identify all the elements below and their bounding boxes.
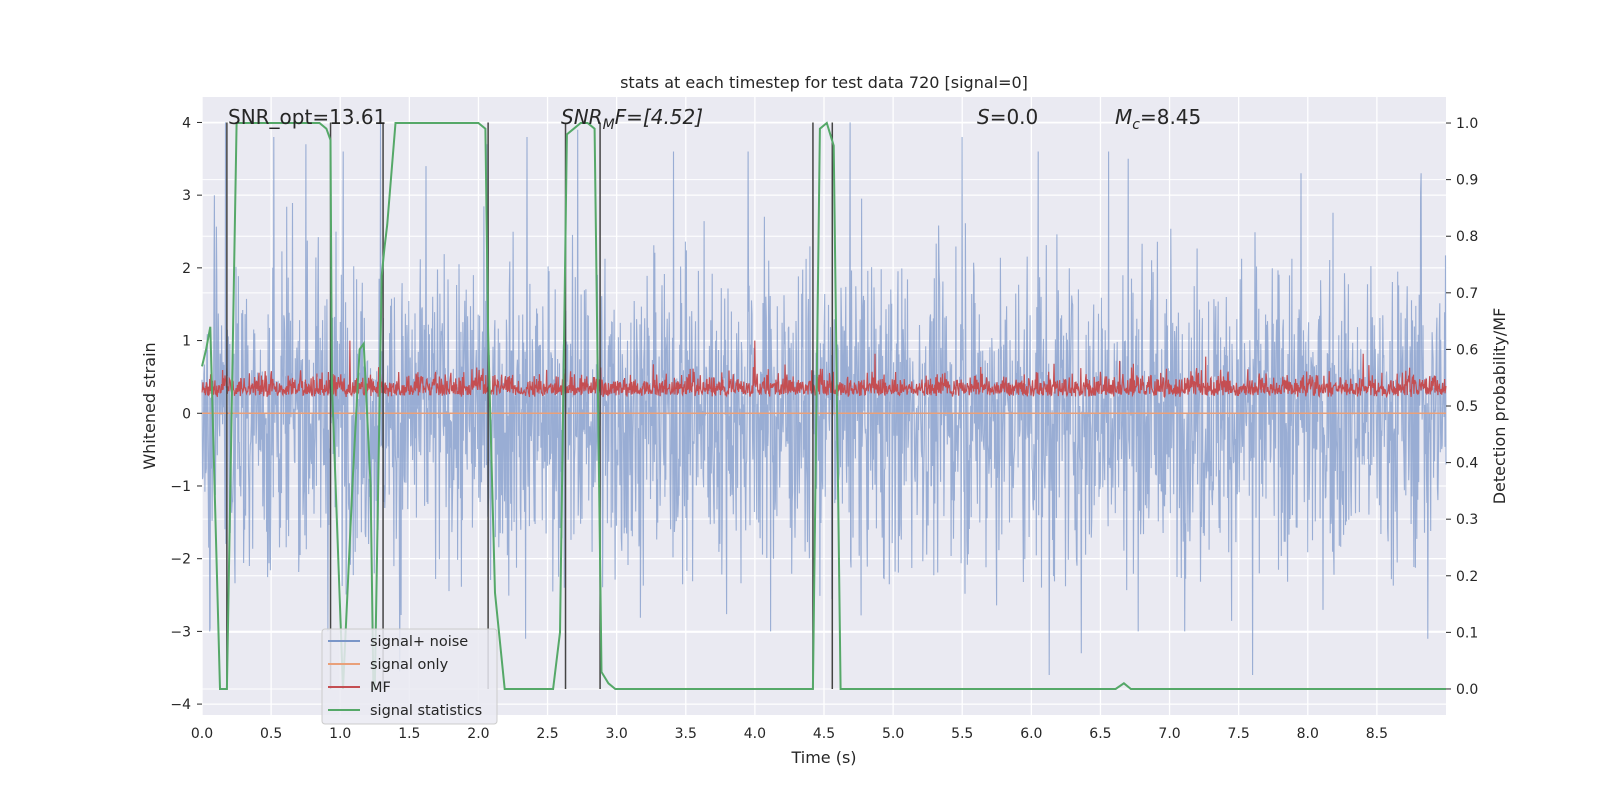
- x-tick-label: 1.0: [329, 726, 351, 742]
- y-right-tick-label: 0.7: [1456, 286, 1478, 302]
- series-signal-plus-noise-line: [201, 122, 1447, 676]
- x-tick-label: 1.5: [398, 726, 420, 742]
- y-right-tick-label: 0.3: [1456, 512, 1478, 528]
- annotation-s-symbol: S: [977, 105, 990, 129]
- annotation-snr-mf-subscript: M: [603, 117, 615, 133]
- axes: 0.0 0.5 1.0 1.5 2.0 2.5 3.0 3.5 4.0 4.5 5.0 5.5 6.0 6…: [170, 115, 1478, 742]
- legend: signal+ noise signal only MF signal stat…: [321, 628, 498, 725]
- x-tick-label: 2.0: [467, 726, 489, 742]
- x-axis-label: Time (s): [790, 748, 856, 767]
- y-tick-label: 2: [182, 261, 191, 277]
- y-tick-label: 4: [182, 115, 191, 131]
- annotation-mc: Mc=8.45: [1115, 105, 1201, 133]
- annotation-s: S=0.0: [977, 105, 1038, 129]
- legend-label-mf: MF: [370, 680, 391, 696]
- legend-box: [321, 628, 498, 725]
- legend-label-signal-plus-noise: signal+ noise: [370, 634, 468, 650]
- y-tick-label: −3: [170, 624, 191, 640]
- annotation-snr-opt: SNR_opt=13.61: [228, 105, 386, 129]
- annotation-mc-subscript: c: [1132, 117, 1140, 133]
- series-signal-plus-noise: [201, 122, 1447, 676]
- legend-label-signal-only: signal only: [370, 657, 449, 673]
- x-tick-label: 6.5: [1089, 726, 1111, 742]
- y-right-tick-label: 0.1: [1456, 625, 1478, 641]
- x-tick-label: 8.5: [1366, 726, 1388, 742]
- x-tick-label: 4.5: [813, 726, 835, 742]
- annotation-snr-mf-symbol: SNR: [561, 105, 603, 129]
- chart-title: stats at each timestep for test data 720…: [620, 73, 1028, 92]
- x-tick-label: 5.0: [882, 726, 904, 742]
- y-right-tick-label: 0.6: [1456, 342, 1478, 358]
- x-tick-label: 0.0: [191, 726, 213, 742]
- x-tick-label: 0.5: [260, 726, 282, 742]
- y-right-tick-label: 0.0: [1456, 682, 1478, 698]
- y-right-tick-label: 0.5: [1456, 399, 1478, 415]
- series-signal-statistics-line: [201, 121, 1446, 690]
- annotation-mc-symbol: M: [1115, 105, 1132, 129]
- annotation-s-value: =0.0: [990, 105, 1039, 129]
- y-tick-label: 3: [182, 188, 191, 204]
- y-right-tick-label: 1.0: [1456, 116, 1478, 132]
- y-right-tick-label: 0.4: [1456, 456, 1478, 472]
- annotation-snr-mf: SNRMF=[4.52]: [561, 105, 703, 133]
- annotation-snr-mf-value: F=[4.52]: [615, 105, 703, 129]
- annotation-mc-value: =8.45: [1140, 105, 1201, 129]
- x-tick-label: 5.5: [951, 726, 973, 742]
- y-right-tick-label: 0.2: [1456, 569, 1478, 585]
- series-signal-statistics: [201, 121, 1446, 690]
- y-tick-label: 1: [182, 334, 191, 350]
- y-axis-label: Whitened strain: [140, 342, 159, 469]
- legend-label-signal-statistics: signal statistics: [370, 703, 482, 719]
- x-tick-label: 8.0: [1297, 726, 1319, 742]
- series-mf-line: [201, 340, 1447, 399]
- x-tick-label: 6.0: [1020, 726, 1042, 742]
- x-tick-label: 7.0: [1158, 726, 1180, 742]
- y-right-tick-label: 0.8: [1456, 229, 1478, 245]
- x-tick-label: 4.0: [744, 726, 766, 742]
- series-mf: [201, 340, 1447, 399]
- x-tick-label: 3.0: [606, 726, 628, 742]
- y-right-tick-label: 0.9: [1456, 173, 1478, 189]
- y-tick-label: −1: [170, 479, 191, 495]
- y-tick-label: 0: [182, 406, 191, 422]
- x-tick-label: 2.5: [536, 726, 558, 742]
- y-tick-label: −2: [170, 552, 191, 568]
- x-tick-label: 3.5: [675, 726, 697, 742]
- y-right-axis-label: Detection probability/MF: [1490, 308, 1509, 505]
- x-tick-label: 7.5: [1228, 726, 1250, 742]
- y-tick-label: −4: [170, 697, 191, 713]
